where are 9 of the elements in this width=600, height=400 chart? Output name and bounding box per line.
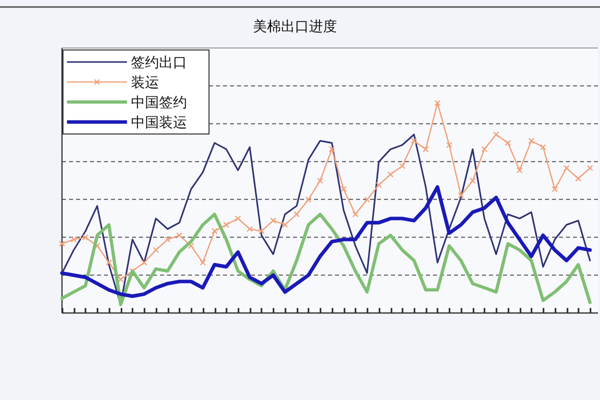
legend-label: 装运 xyxy=(131,74,159,90)
title: 美棉出口进度 xyxy=(253,18,337,34)
legend-label: 中国签约 xyxy=(131,94,187,110)
legend-item: 装运 xyxy=(67,74,159,90)
legend-item: 中国装运 xyxy=(67,114,187,130)
legend-label: 中国装运 xyxy=(131,114,187,130)
legend-item: 中国签约 xyxy=(67,94,187,110)
legend-label: 签约出口 xyxy=(131,54,187,70)
legend-item: 签约出口 xyxy=(67,54,187,70)
